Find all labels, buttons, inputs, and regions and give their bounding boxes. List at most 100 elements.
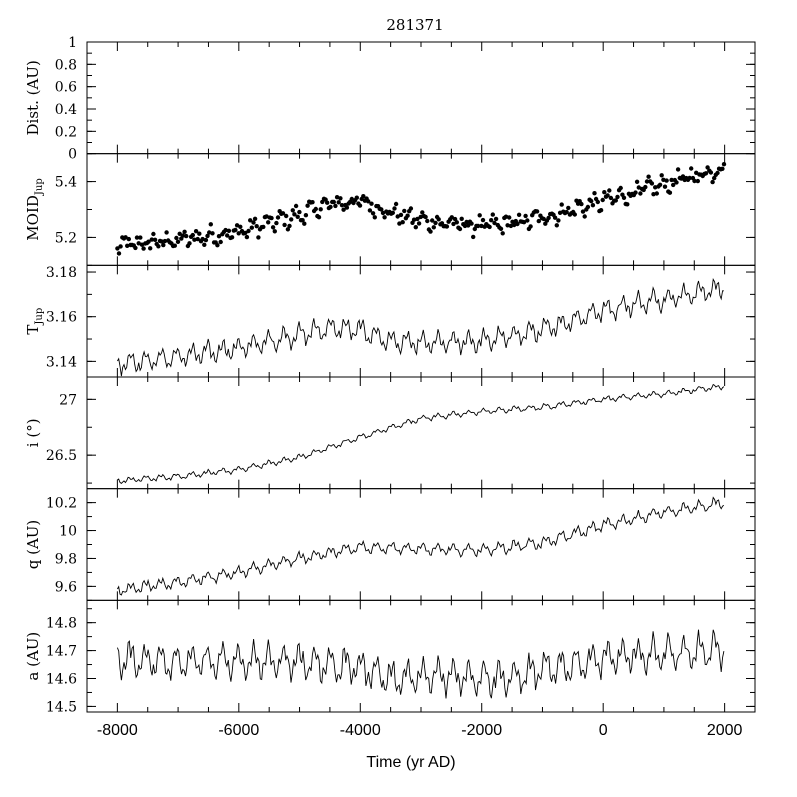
x-tick-label: -8000	[97, 722, 138, 739]
scatter-point-moid	[662, 184, 668, 189]
scatter-point-moid	[721, 162, 727, 167]
scatter-point-moid	[475, 223, 481, 229]
scatter-point-moid	[175, 239, 181, 244]
series-line-inc	[117, 383, 725, 484]
scatter-point-moid	[216, 234, 222, 239]
y-tick-label-tjup: 3.18	[46, 265, 77, 281]
y-tick-label-q: 9.8	[55, 551, 77, 567]
panel-tjup: 3.14 3.16 3.18 TJup	[24, 264, 756, 378]
scatter-point-moid	[634, 179, 640, 184]
scatter-point-moid	[289, 217, 294, 222]
scatter-point-moid	[457, 226, 463, 232]
y-tick-label-moid: 5.4	[55, 175, 77, 191]
scatter-point-moid	[498, 226, 504, 231]
scatter-point-moid	[248, 218, 253, 223]
scatter-point-moid	[454, 220, 459, 225]
scatter-point-moid	[477, 213, 482, 218]
scatter-point-moid	[546, 215, 551, 221]
panel-dist: 0 0.2 0.4 0.6 0.8 1 Dist. (AU)	[24, 35, 756, 163]
scatter-point-moid	[579, 201, 584, 207]
y-axis-label-sub-moid: Jup	[34, 178, 45, 196]
scatter-point-moid	[638, 191, 643, 196]
scatter-point-moid	[174, 235, 179, 241]
scatter-point-moid	[589, 198, 594, 204]
scatter-point-moid	[392, 206, 397, 211]
scatter-point-moid	[523, 213, 528, 219]
scatter-point-moid	[159, 239, 164, 244]
scatter-point-moid	[525, 218, 530, 223]
scatter-point-moid	[372, 215, 377, 220]
scatter-point-moid	[657, 182, 663, 187]
scatter-point-moid	[252, 216, 258, 221]
scatter-point-moid	[180, 233, 186, 238]
scatter-point-moid	[246, 228, 251, 234]
scatter-point-moid	[534, 209, 540, 214]
x-axis: -8000 -6000 -4000 -2000 0 2000	[97, 722, 743, 739]
scatter-point-moid	[151, 231, 156, 237]
scatter-point-moid	[413, 225, 418, 230]
scatter-point-moid	[703, 171, 709, 176]
y-tick-label-a: 14.7	[46, 644, 77, 660]
scatter-point-moid	[402, 208, 407, 214]
scatter-point-moid	[705, 165, 710, 170]
scatter-point-moid	[318, 207, 323, 212]
scatter-point-moid	[464, 219, 469, 225]
scatter-point-moid	[182, 229, 187, 234]
scatter-point-moid	[585, 204, 591, 210]
scatter-point-moid	[313, 206, 318, 212]
scatter-point-moid	[451, 221, 456, 227]
scatter-point-moid	[134, 235, 140, 240]
scatter-point-moid	[205, 233, 210, 239]
scatter-point-moid	[712, 175, 717, 181]
scatter-point-moid	[492, 220, 497, 226]
scatter-point-moid	[715, 170, 720, 176]
panel-a: 14.5 14.6 14.7 14.8a (AU)	[24, 599, 756, 715]
scatter-point-moid	[720, 166, 725, 171]
scatter-point-moid	[339, 203, 345, 208]
scatter-point-moid	[210, 231, 215, 236]
scatter-point-moid	[602, 190, 607, 195]
scatter-point-moid	[272, 229, 277, 234]
scatter-point-moid	[292, 212, 297, 217]
scatter-point-moid	[300, 218, 305, 223]
scatter-point-moid	[123, 235, 128, 240]
scatter-point-moid	[287, 223, 292, 229]
scatter-point-moid	[172, 243, 177, 248]
scatter-point-moid	[126, 236, 131, 242]
scatter-point-moid	[136, 241, 141, 246]
scatter-point-moid	[607, 188, 612, 193]
scatter-point-moid	[493, 216, 499, 222]
y-tick-label-a: 14.5	[46, 699, 77, 715]
scatter-point-moid	[116, 251, 122, 256]
scatter-point-moid	[556, 218, 561, 223]
scatter-point-moid	[411, 217, 417, 222]
scatter-point-moid	[515, 221, 520, 227]
scatter-point-moid	[471, 234, 476, 240]
y-axis-label-q: q (AU)	[24, 520, 42, 570]
scatter-point-moid	[444, 224, 450, 229]
scatter-point-moid	[489, 218, 494, 223]
y-tick-label-q: 10.2	[46, 496, 77, 512]
y-axis-label-tjup: TJup	[24, 308, 45, 335]
scatter-point-moid	[564, 209, 569, 215]
scatter-point-moid	[125, 243, 130, 248]
scatter-point-moid	[184, 233, 189, 239]
scatter-point-moid	[608, 195, 614, 201]
scatter-point-moid	[370, 211, 376, 216]
scatter-point-moid	[598, 208, 604, 213]
scatter-point-moid	[325, 200, 330, 205]
scatter-point-moid	[390, 210, 395, 215]
scatter-point-moid	[270, 225, 276, 230]
scatter-point-moid	[382, 215, 387, 220]
scatter-point-moid	[618, 185, 623, 191]
scatter-point-moid	[303, 213, 309, 218]
scatter-point-moid	[671, 182, 676, 188]
scatter-point-moid	[433, 220, 438, 226]
scatter-point-moid	[418, 214, 423, 220]
scatter-point-moid	[625, 202, 630, 207]
scatter-point-moid	[695, 178, 700, 184]
scatter-point-moid	[344, 205, 350, 210]
scatter-point-moid	[349, 196, 354, 202]
scatter-point-moid	[595, 199, 600, 205]
